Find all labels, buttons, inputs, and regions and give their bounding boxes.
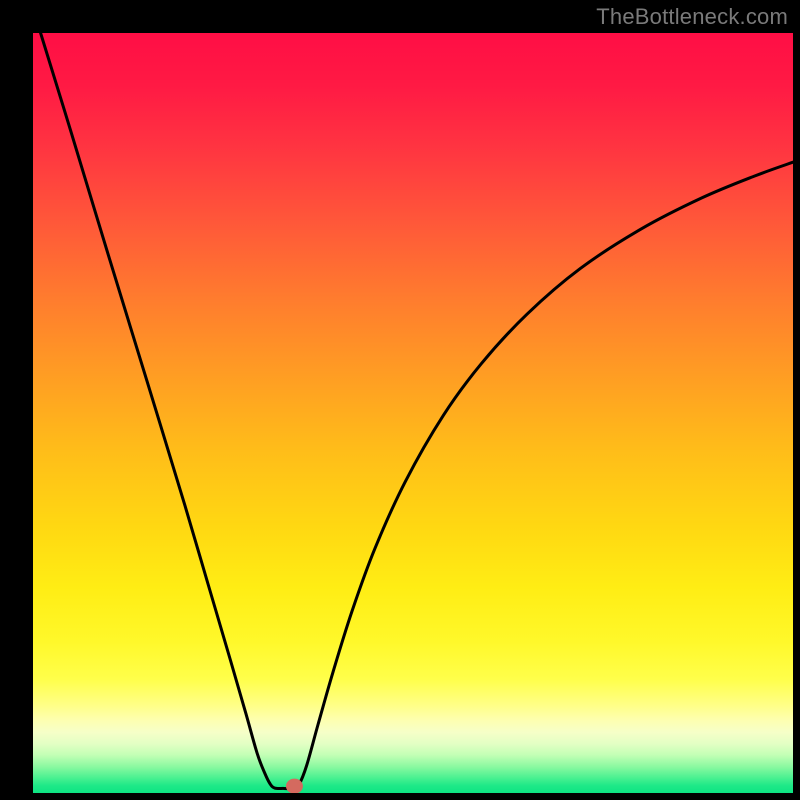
plot-area — [33, 33, 793, 793]
attribution-text: TheBottleneck.com — [596, 4, 788, 30]
plot-svg — [33, 33, 793, 793]
gradient-background — [33, 33, 793, 793]
optimum-marker — [286, 779, 303, 793]
chart-outer: TheBottleneck.com — [0, 0, 800, 800]
